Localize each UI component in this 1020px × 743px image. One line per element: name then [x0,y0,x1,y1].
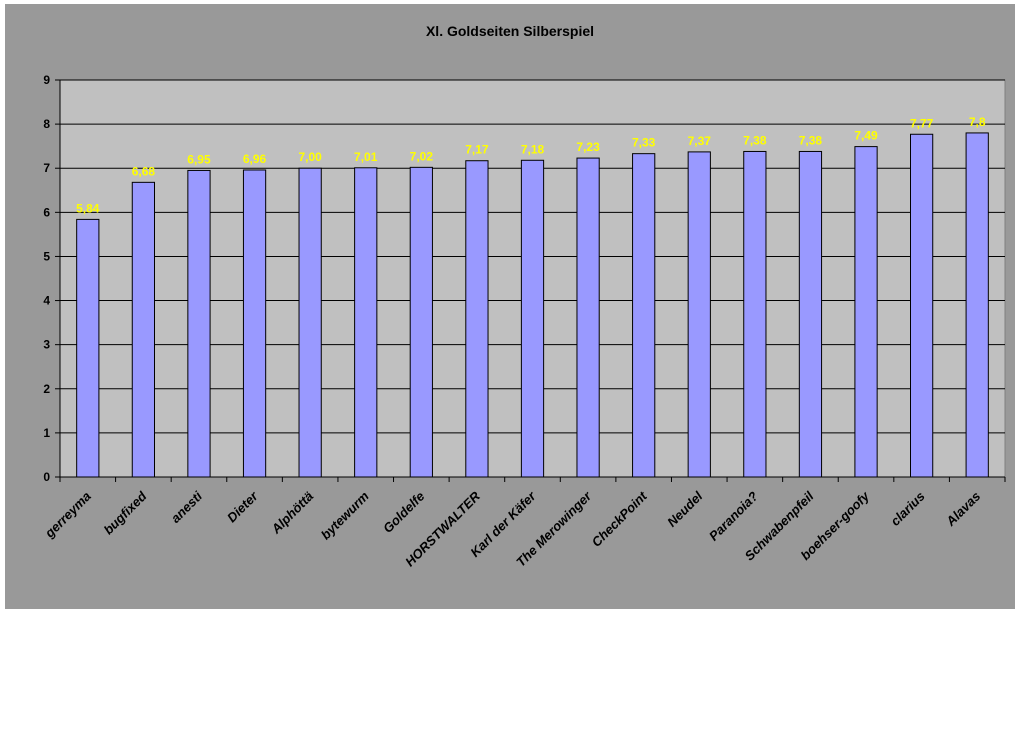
category-label: Goldelfe [380,489,427,536]
category-label: bugfixed [101,488,151,538]
y-tick-label: 1 [43,426,50,440]
bar[interactable] [131,181,156,478]
category-label: gerreyma [41,489,94,542]
data-label: 6,68 [132,164,156,178]
bar[interactable] [687,151,711,478]
category-label: CheckPoint [589,488,651,550]
data-label: 7,01 [354,150,378,164]
data-label: 7,23 [576,140,600,154]
category-label: Paranoia? [706,488,761,543]
y-tick-label: 4 [43,294,50,308]
data-label: 7,02 [410,149,434,163]
bar[interactable] [743,150,767,478]
category-label: bytewurm [318,488,372,542]
data-label: 6,95 [187,152,211,166]
bar[interactable] [910,133,934,478]
bar[interactable] [798,150,823,478]
bar[interactable] [465,160,489,478]
category-label: Alphöttä [268,489,317,538]
category-label: Neudel [664,488,706,530]
data-label: 7,00 [298,150,322,164]
bar[interactable] [576,157,600,478]
data-label: 7,77 [910,116,934,130]
data-label: 7,38 [799,133,823,147]
bar[interactable] [854,146,878,478]
data-label: 5,84 [76,201,100,215]
bar[interactable] [409,166,433,478]
y-tick-label: 6 [43,205,50,219]
y-tick-label: 8 [43,117,50,131]
bar[interactable] [76,218,100,478]
category-label: Alavas [942,489,983,530]
data-label: 7,37 [688,134,712,148]
data-label: 7,18 [521,142,545,156]
y-tick-label: 9 [43,73,50,87]
y-tick-label: 2 [43,382,50,396]
bar[interactable] [965,132,989,478]
category-label: anesti [168,488,205,525]
y-tick-label: 0 [43,470,50,484]
category-label: clarius [887,489,927,529]
bar[interactable] [632,153,656,478]
bar[interactable] [354,167,378,478]
data-label: 6,96 [243,152,267,166]
data-label: 7,38 [743,133,767,147]
bar[interactable] [187,169,211,478]
y-tick-label: 5 [43,249,50,263]
data-label: 7,49 [854,129,878,143]
data-label: 7,33 [632,136,656,150]
chart-title: Xl. Goldseiten Silberspiel [425,23,595,39]
y-tick-label: 7 [43,161,50,175]
bar[interactable] [298,167,322,478]
y-tick-label: 3 [43,338,50,352]
bar[interactable] [242,169,267,478]
bar[interactable] [520,159,545,478]
category-label: Dieter [224,488,261,525]
data-label: 7,17 [465,143,489,157]
data-label: 7,8 [969,115,986,129]
